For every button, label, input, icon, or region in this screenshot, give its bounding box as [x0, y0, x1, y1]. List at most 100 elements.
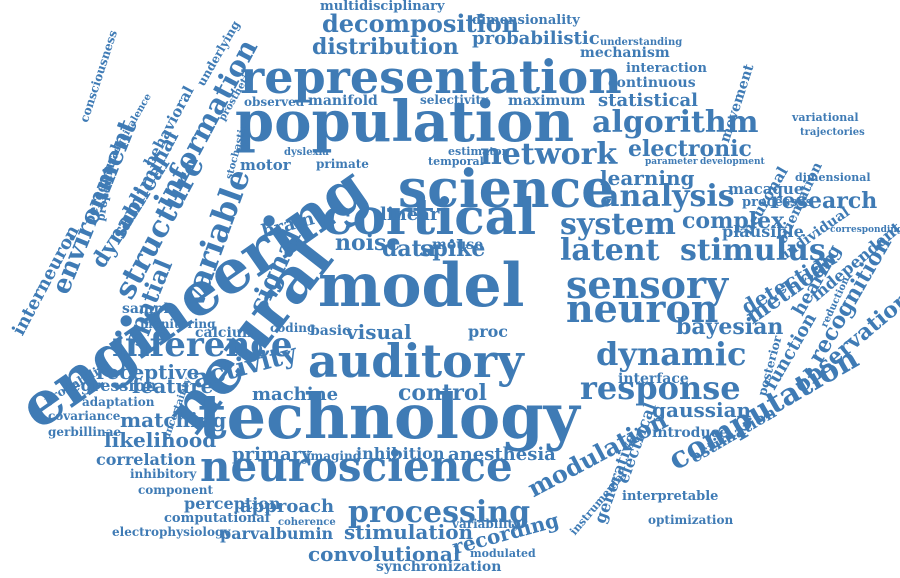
cloud-word: processes [742, 195, 814, 210]
cloud-word: sensory [566, 262, 729, 307]
cloud-word: gaussian [652, 398, 752, 422]
cloud-word: population [235, 89, 575, 155]
cloud-word: decomposition [322, 9, 520, 38]
cloud-word: learning [600, 166, 695, 190]
cloud-word: receptive [96, 360, 200, 384]
cloud-word: estimator [448, 145, 508, 158]
cloud-word: visual [346, 320, 412, 344]
cloud-word: cortical [322, 187, 537, 246]
cloud-word: modulated [470, 547, 536, 560]
cloud-word: technology [198, 380, 580, 453]
cloud-word: dyslexia [284, 147, 329, 158]
cloud-word: noise [335, 230, 401, 256]
cloud-word: observed [244, 95, 305, 109]
cloud-word: synchronization [376, 559, 502, 575]
cloud-word: likelihood [104, 428, 217, 452]
cloud-word: interface [618, 371, 689, 387]
cloud-word: auditory [308, 334, 524, 388]
cloud-word: probabilistic [472, 28, 600, 49]
cloud-word: stimulation [344, 520, 474, 544]
cloud-word: electronic [628, 136, 752, 162]
cloud-word: proc [468, 322, 509, 341]
cloud-word: gerbillinae [48, 425, 122, 439]
cloud-word: statistical [598, 90, 699, 111]
cloud-word: trajectories [800, 127, 865, 138]
cloud-word: temporal [428, 155, 484, 168]
cloud-word: approach [240, 496, 335, 517]
cloud-word: covariance [48, 409, 121, 423]
cloud-word: bayesian [676, 314, 784, 340]
cloud-word: maximum [508, 93, 586, 109]
cloud-word: interaction [626, 61, 707, 76]
cloud-word: science [398, 159, 615, 220]
cloud-word: variational [792, 111, 859, 124]
cloud-word: mechanism [580, 45, 670, 61]
cloud-word: model [318, 251, 525, 321]
cloud-word: response [580, 369, 741, 407]
cloud-word: continuous [608, 75, 696, 91]
cloud-word: spike [420, 236, 486, 262]
cloud-word: coherence [278, 517, 336, 528]
cloud-word: data [382, 236, 437, 262]
cloud-word: sample [122, 301, 178, 317]
cloud-word: linear [380, 204, 440, 225]
cloud-word: feature [132, 374, 214, 398]
cloud-word: selectivity [420, 93, 489, 107]
cloud-word: macaque [728, 180, 804, 198]
cloud-word: coding [270, 321, 316, 335]
cloud-word: matching [120, 408, 227, 432]
cloud-word: anesthesia [448, 444, 556, 465]
cloud-word: mouse [432, 237, 484, 253]
cloud-word: parameter [645, 157, 698, 167]
cloud-word: dimensional [795, 171, 871, 184]
cloud-word: inhibitory [130, 467, 197, 481]
cloud-word: analysis [600, 179, 735, 214]
cloud-word: computational [164, 511, 270, 526]
cloud-word: dimensionality [472, 13, 580, 28]
cloud-word: machine [252, 384, 339, 405]
cloud-word: regression [62, 376, 157, 395]
cloud-word: plausible [722, 222, 804, 241]
cloud-word: neuron [566, 286, 719, 331]
cloud-word: variability [452, 517, 520, 531]
cloud-word: adaptation [82, 395, 155, 409]
cloud-word: introduce [652, 425, 729, 441]
cloud-word: motor [240, 156, 291, 174]
cloud-word: representation [240, 50, 622, 104]
cloud-word: perception [184, 494, 281, 513]
cloud-word: convolutional [308, 542, 461, 566]
cloud-word: correlation [96, 450, 196, 469]
cloud-word: distribution [312, 34, 459, 60]
cloud-word: dynamic [596, 335, 747, 373]
cloud-word: interpretable [622, 489, 719, 504]
cloud-word: understanding [600, 37, 683, 48]
cloud-word: system [560, 207, 676, 242]
cloud-word: neuroscience [200, 442, 513, 491]
cloud-word: network [480, 137, 618, 172]
cloud-word: inhibition [356, 444, 445, 463]
cloud-word: monitoring [140, 317, 216, 331]
cloud-word: processing [348, 495, 531, 530]
cloud-word: component [138, 483, 214, 497]
cloud-word: imaging [306, 449, 362, 463]
cloud-word: control [398, 380, 487, 406]
cloud-word: primate [316, 157, 369, 171]
cloud-word: complex [682, 208, 785, 234]
cloud-word: development [700, 157, 765, 167]
cloud-word: research [770, 188, 878, 214]
cloud-word: inference [112, 325, 293, 365]
cloud-word: parvalbumin [220, 524, 334, 543]
cloud-word: primary [232, 444, 312, 465]
cloud-word: stimulus [680, 233, 826, 268]
cloud-word: basic [310, 323, 351, 339]
cloud-word: corresponding [830, 225, 900, 235]
cloud-word: latent [560, 233, 660, 268]
cloud-word: optimization [648, 513, 734, 527]
cloud-word: consciousness [77, 28, 121, 125]
cloud-word: electrophysiology [112, 525, 231, 539]
cloud-word: calcium [195, 325, 257, 341]
cloud-word: manifold [308, 93, 378, 109]
cloud-word: multidisciplinary [320, 0, 445, 14]
cloud-word: algorithm [592, 105, 759, 140]
